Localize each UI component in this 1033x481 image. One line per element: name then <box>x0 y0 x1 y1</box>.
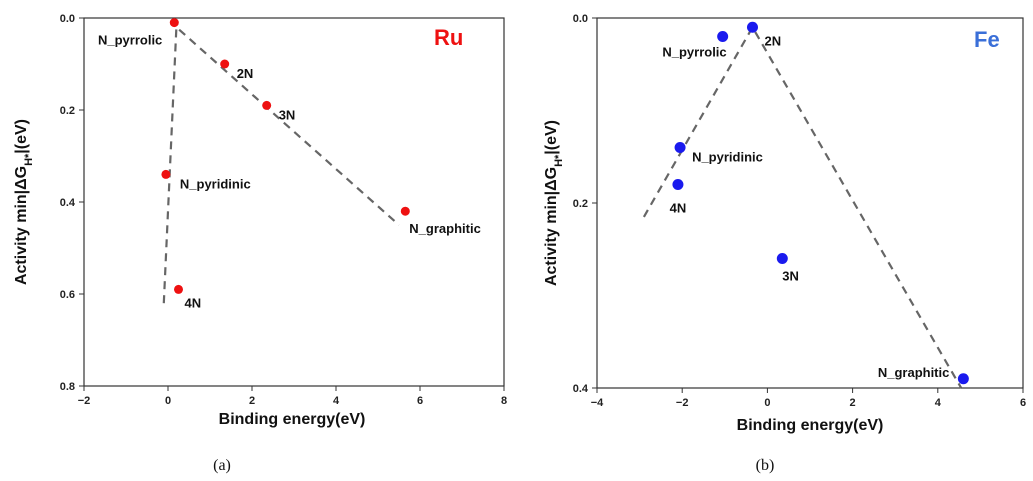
element-label-fe: Fe <box>974 27 1000 52</box>
x-tick-label-ru: −2 <box>78 395 91 407</box>
data-point-fe <box>672 179 684 190</box>
y-axis-label-ru: Activity min|ΔGH*|(eV) <box>13 119 35 285</box>
x-tick-label-ru: 0 <box>165 395 171 407</box>
point-label-fe: N_graphitic <box>878 365 950 380</box>
point-label-ru: 3N <box>279 107 296 122</box>
y-tick-label-ru: 0.2 <box>60 105 75 117</box>
caption-b: (b) <box>756 457 775 474</box>
y-tick-label-fe: 0.4 <box>573 383 589 395</box>
point-label-fe: N_pyrrolic <box>662 45 726 60</box>
chart-ru-marks: −2 0 2 4 6 8 0.0 0.2 0.4 0.6 0.8 N_pyrrolic 2N 3N N_py… <box>60 13 507 407</box>
trend-line-fe <box>642 25 963 389</box>
x-tick-label-ru: 6 <box>417 395 423 407</box>
data-point-fe <box>957 373 969 385</box>
data-point-ru <box>169 18 179 28</box>
point-label-fe: 4N <box>670 201 687 216</box>
data-point-ru <box>174 284 183 294</box>
data-point-fe <box>776 253 788 264</box>
element-label-ru: Ru <box>434 25 463 50</box>
y-tick-label-fe: 0.2 <box>573 198 588 210</box>
chart-fe: −4 −2 0 2 4 6 0.0 0.2 0.4 2N N_pyrrolic N_pyridinic… <box>543 13 1026 474</box>
point-label-ru: N_pyridinic <box>180 176 251 191</box>
x-tick-label-fe: 4 <box>935 397 942 409</box>
point-label-ru: N_graphitic <box>409 221 481 236</box>
x-tick-label-fe: 0 <box>764 397 770 409</box>
chart-ru: −2 0 2 4 6 8 0.0 0.2 0.4 0.6 0.8 N_pyrrolic 2N 3N N_py… <box>13 13 507 474</box>
caption-a: (a) <box>213 457 231 474</box>
x-tick-label-ru: 2 <box>249 395 255 407</box>
y-tick-label-fe: 0.0 <box>573 13 588 25</box>
trend-line-ru <box>162 24 400 304</box>
data-point-fe <box>717 31 729 42</box>
data-point-fe <box>674 142 686 153</box>
x-axis-label-ru: Binding energy(eV) <box>219 411 366 428</box>
data-point-ru <box>400 206 410 216</box>
chart-fe-marks: −4 −2 0 2 4 6 0.0 0.2 0.4 2N N_pyrrolic N_pyridinic… <box>573 13 1026 409</box>
x-tick-label-fe: 6 <box>1020 397 1026 409</box>
y-tick-label-ru: 0.6 <box>60 289 75 301</box>
x-tick-label-ru: 4 <box>333 395 340 407</box>
x-axis-label-fe: Binding energy(eV) <box>737 417 884 434</box>
point-label-fe: 3N <box>782 269 799 284</box>
plot-frame-fe <box>596 17 1024 389</box>
x-tick-label-fe: −4 <box>591 397 604 409</box>
point-label-fe: 2N <box>764 33 781 48</box>
data-point-ru <box>220 59 230 69</box>
y-axis-label-fe: Activity min|ΔGH*|(eV) <box>543 120 565 286</box>
point-label-ru: 4N <box>185 295 202 310</box>
point-label-ru: 2N <box>237 66 254 81</box>
y-tick-label-ru: 0.8 <box>60 381 75 393</box>
data-point-ru <box>262 100 272 110</box>
point-label-fe: N_pyridinic <box>692 150 763 165</box>
y-tick-label-ru: 0.4 <box>60 197 76 209</box>
x-tick-label-fe: −2 <box>676 397 689 409</box>
data-point-ru <box>161 169 171 179</box>
x-tick-label-fe: 2 <box>850 397 856 409</box>
y-tick-label-ru: 0.0 <box>60 13 75 25</box>
x-tick-label-ru: 8 <box>501 395 507 407</box>
data-point-fe <box>746 21 758 33</box>
plot-frame-ru <box>83 17 505 387</box>
point-label-ru: N_pyrrolic <box>98 33 162 48</box>
